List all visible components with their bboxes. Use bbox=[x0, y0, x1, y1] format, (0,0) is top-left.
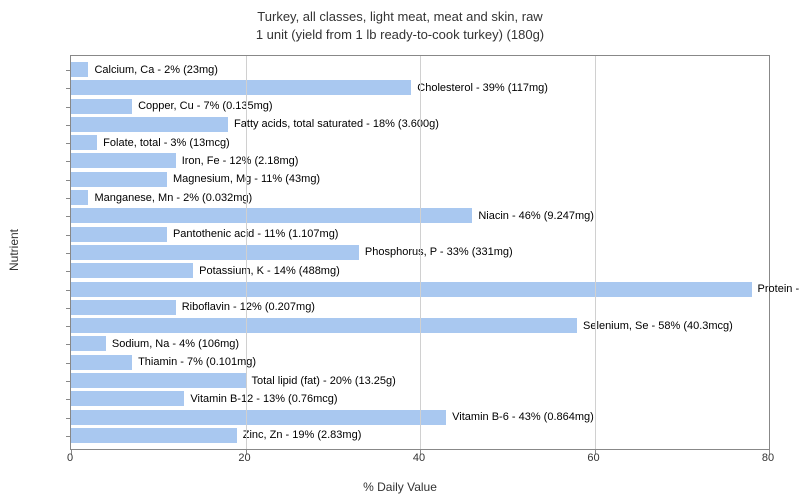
bar bbox=[71, 263, 193, 278]
y-tickmark bbox=[66, 161, 71, 162]
y-tickmark bbox=[66, 107, 71, 108]
bar bbox=[71, 190, 88, 205]
gridline bbox=[246, 56, 247, 449]
y-tickmark bbox=[66, 70, 71, 71]
x-axis-label: % Daily Value bbox=[363, 480, 437, 494]
y-tickmark bbox=[66, 308, 71, 309]
nutrient-chart: Turkey, all classes, light meat, meat an… bbox=[0, 0, 800, 500]
x-ticks: 020406080 bbox=[70, 452, 770, 472]
y-tickmark bbox=[66, 180, 71, 181]
bar bbox=[71, 410, 446, 425]
bar-label: Selenium, Se - 58% (40.3mcg) bbox=[577, 320, 733, 332]
bar bbox=[71, 80, 411, 95]
y-axis-label: Nutrient bbox=[7, 229, 21, 271]
bar-label: Pantothenic acid - 11% (1.107mg) bbox=[167, 228, 339, 240]
gridline bbox=[420, 56, 421, 449]
bar bbox=[71, 428, 237, 443]
bar bbox=[71, 172, 167, 187]
bar bbox=[71, 117, 228, 132]
bar bbox=[71, 62, 88, 77]
y-tickmark bbox=[66, 381, 71, 382]
plot-area: Calcium, Ca - 2% (23mg) Cholesterol - 39%… bbox=[70, 55, 770, 450]
x-tick-label: 60 bbox=[587, 452, 599, 464]
bar-label: Zinc, Zn - 19% (2.83mg) bbox=[237, 429, 362, 441]
bar-label: Protein - 78% (38.95g) bbox=[752, 283, 800, 295]
x-tick-label: 20 bbox=[238, 452, 250, 464]
bar-label: Sodium, Na - 4% (106mg) bbox=[106, 338, 239, 350]
bar-label: Cholesterol - 39% (117mg) bbox=[411, 82, 548, 94]
bar-label: Folate, total - 3% (13mcg) bbox=[97, 137, 230, 149]
bar bbox=[71, 355, 132, 370]
y-tickmark bbox=[66, 198, 71, 199]
bar-label: Vitamin B-12 - 13% (0.76mcg) bbox=[184, 393, 337, 405]
bar-label: Total lipid (fat) - 20% (13.25g) bbox=[246, 375, 396, 387]
y-tickmark bbox=[66, 143, 71, 144]
bar-label: Copper, Cu - 7% (0.135mg) bbox=[132, 100, 273, 112]
bar-label: Magnesium, Mg - 11% (43mg) bbox=[167, 173, 320, 185]
bar bbox=[71, 373, 246, 388]
x-tick-label: 0 bbox=[67, 452, 73, 464]
y-tickmark bbox=[66, 253, 71, 254]
bar bbox=[71, 99, 132, 114]
bar bbox=[71, 245, 359, 260]
chart-title-line1: Turkey, all classes, light meat, meat an… bbox=[0, 8, 800, 26]
bar bbox=[71, 282, 752, 297]
bar bbox=[71, 153, 176, 168]
x-tick-label: 80 bbox=[762, 452, 774, 464]
chart-title: Turkey, all classes, light meat, meat an… bbox=[0, 0, 800, 43]
y-tickmark bbox=[66, 235, 71, 236]
bar-label: Phosphorus, P - 33% (331mg) bbox=[359, 246, 513, 258]
y-tickmark bbox=[66, 216, 71, 217]
bar bbox=[71, 135, 97, 150]
y-tickmark bbox=[66, 418, 71, 419]
y-tickmark bbox=[66, 290, 71, 291]
chart-title-line2: 1 unit (yield from 1 lb ready-to-cook tu… bbox=[0, 26, 800, 44]
bar-label: Manganese, Mn - 2% (0.032mg) bbox=[88, 192, 252, 204]
bar-label: Iron, Fe - 12% (2.18mg) bbox=[176, 155, 299, 167]
bar bbox=[71, 300, 176, 315]
gridline bbox=[595, 56, 596, 449]
bar bbox=[71, 318, 577, 333]
bar bbox=[71, 336, 106, 351]
bar-label: Niacin - 46% (9.247mg) bbox=[472, 210, 594, 222]
y-tickmark bbox=[66, 271, 71, 272]
bar bbox=[71, 208, 472, 223]
y-tickmark bbox=[66, 88, 71, 89]
bar-label: Vitamin B-6 - 43% (0.864mg) bbox=[446, 411, 594, 423]
bar-label: Thiamin - 7% (0.101mg) bbox=[132, 356, 256, 368]
x-tick-label: 40 bbox=[413, 452, 425, 464]
bar bbox=[71, 227, 167, 242]
bar bbox=[71, 391, 184, 406]
y-tickmark bbox=[66, 399, 71, 400]
bar-label: Calcium, Ca - 2% (23mg) bbox=[88, 64, 217, 76]
y-tickmark bbox=[66, 363, 71, 364]
y-tickmark bbox=[66, 344, 71, 345]
y-tickmark bbox=[66, 125, 71, 126]
y-tickmark bbox=[66, 436, 71, 437]
bar-label: Potassium, K - 14% (488mg) bbox=[193, 265, 340, 277]
y-tickmark bbox=[66, 326, 71, 327]
bar-label: Fatty acids, total saturated - 18% (3.60… bbox=[228, 118, 439, 130]
